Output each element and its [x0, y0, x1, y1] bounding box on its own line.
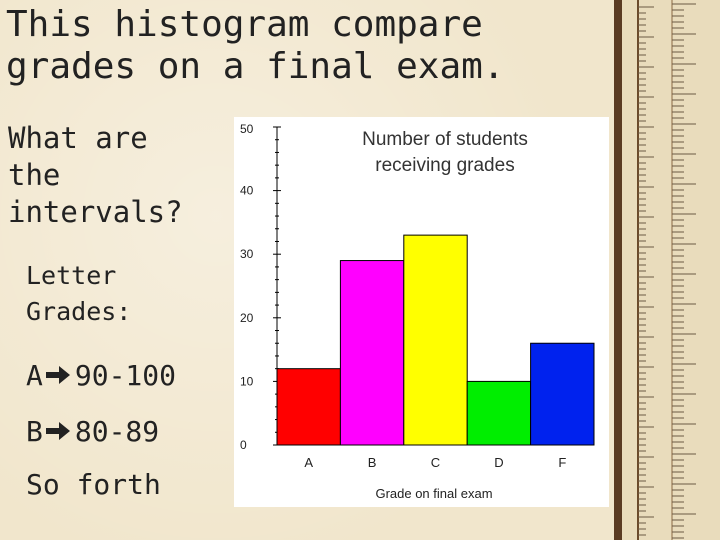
y-tick-label: 0 [240, 438, 247, 452]
letter-grades-heading: Letter Grades: [26, 261, 132, 326]
grade-range-a-value: 90-100 [74, 358, 177, 392]
x-tick-label: B [368, 455, 377, 470]
grade-letter-a: A [26, 358, 43, 392]
bar-a [276, 368, 341, 446]
y-tick-label: 10 [240, 374, 254, 388]
bar-b [339, 260, 405, 446]
right-arrow-icon [45, 366, 70, 384]
ruler-edge [614, 0, 622, 540]
grade-letter-b: B [26, 414, 43, 448]
chart-title-line: receiving grades [375, 155, 514, 176]
grade-range-a: A 90-100 [26, 358, 176, 392]
chart-title-line: Number of students [362, 129, 528, 150]
grade-range-b: B 80-89 [26, 414, 159, 448]
intervals-question: What are the intervals? [8, 121, 183, 229]
x-tick-label: F [558, 455, 566, 470]
y-tick-label: 30 [240, 247, 254, 261]
x-tick-label: C [431, 455, 440, 470]
grade-histogram: 0 10 20 30 40 50 A B C D F Number of students receiv… [240, 122, 595, 501]
y-tick-label: 50 [240, 122, 254, 136]
x-tick-label: D [494, 455, 503, 470]
x-tick-label: A [304, 455, 313, 470]
ruler-body [622, 0, 720, 540]
so-forth-text: So forth [26, 468, 161, 501]
slide-title: This histogram compare grades on a final… [6, 4, 505, 87]
x-axis-label: Grade on final exam [375, 486, 492, 501]
histogram-panel: 0 10 20 30 40 50 A B C D F Number of students receiv… [234, 117, 609, 507]
y-tick-label: 40 [240, 184, 254, 198]
ruler-decoration [614, 0, 720, 540]
grade-range-b-value: 80-89 [74, 414, 160, 448]
bar-c [403, 234, 468, 446]
right-arrow-icon [45, 422, 70, 440]
y-tick-label: 20 [240, 311, 254, 325]
bar-d [466, 380, 532, 446]
bar-f [530, 342, 595, 446]
